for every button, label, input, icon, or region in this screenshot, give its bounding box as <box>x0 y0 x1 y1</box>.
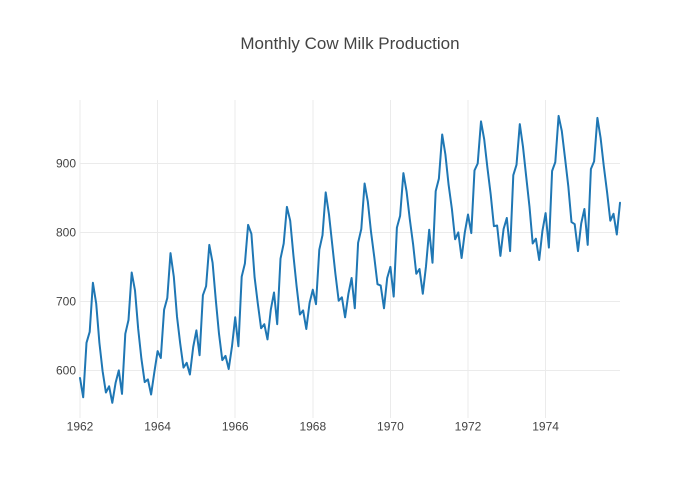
x-axis-tick-label: 1970 <box>377 420 404 434</box>
x-axis-tick-label: 1968 <box>299 420 326 434</box>
y-axis-tick-label: 700 <box>56 295 76 309</box>
y-axis-tick-label: 600 <box>56 364 76 378</box>
x-axis-tick-label: 1966 <box>222 420 249 434</box>
y-axis-tick-labels: 600 700 800 900 <box>56 157 76 378</box>
x-axis-tick-label: 1972 <box>455 420 482 434</box>
x-axis-tick-label: 1974 <box>532 420 559 434</box>
x-axis-tick-labels: 1962 1964 1966 1968 1970 1972 1974 <box>67 420 560 434</box>
gridlines <box>79 100 620 418</box>
x-axis-tick-label: 1962 <box>67 420 94 434</box>
data-series <box>79 114 621 404</box>
milk-production-series-line[interactable] <box>79 114 621 404</box>
y-axis-tick-label: 800 <box>56 226 76 240</box>
y-axis-tick-label: 900 <box>56 157 76 171</box>
x-axis-tick-label: 1964 <box>144 420 171 434</box>
chart-title: Monthly Cow Milk Production <box>240 34 460 53</box>
